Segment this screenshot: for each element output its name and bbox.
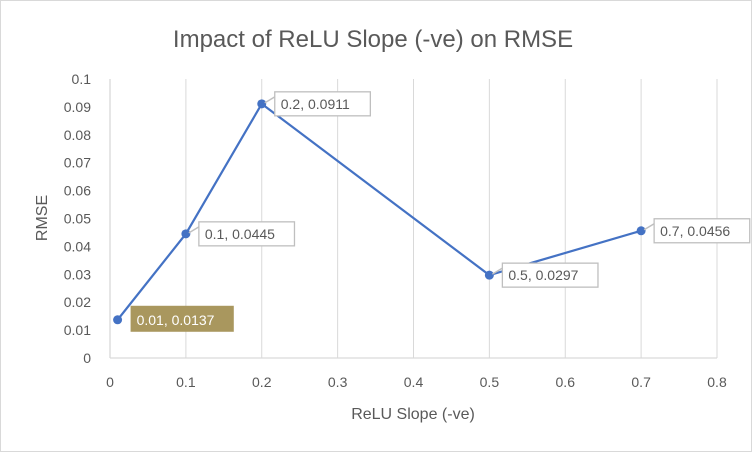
y-tick-label: 0.05 — [64, 211, 91, 227]
x-tick-label: 0.3 — [328, 374, 348, 390]
data-label: 0.2, 0.0911 — [264, 91, 371, 117]
data-point[interactable] — [636, 226, 646, 236]
y-axis-label: RMSE — [34, 195, 51, 241]
data-label-box — [130, 305, 234, 332]
x-axis-label: ReLU Slope (-ve) — [351, 406, 475, 423]
data-label-box — [653, 218, 751, 244]
y-tick-label: 0.03 — [64, 266, 91, 282]
chart-title: Impact of ReLU Slope (-ve) on RMSE — [173, 26, 573, 53]
gridlines — [185, 79, 718, 358]
data-label-leader — [643, 223, 655, 231]
x-tick-label: 0.7 — [631, 374, 651, 390]
axes — [109, 79, 717, 359]
x-tick-label: 0.6 — [556, 374, 576, 390]
data-label: 0.5, 0.0297 — [491, 262, 599, 288]
data-labels: 0.01, 0.0137 0.1, 0.0445 0.2, 0.0911 0.5, 0… — [130, 91, 751, 332]
data-point[interactable] — [181, 229, 191, 239]
y-tick-label: 0.09 — [64, 99, 91, 115]
y-tick-label: 0.07 — [64, 155, 91, 171]
y-tick-label: 0.04 — [64, 238, 91, 254]
y-tick-label: 0.02 — [64, 294, 91, 310]
data-point[interactable] — [113, 315, 123, 325]
x-tick-label: 0.8 — [707, 374, 727, 390]
x-tick-label: 0.4 — [404, 374, 424, 390]
data-label: 0.7, 0.0456 — [643, 218, 751, 244]
x-tick-label: 0.2 — [252, 374, 272, 390]
data-label-text: 0.01, 0.0137 — [137, 312, 215, 328]
data-label-box — [501, 262, 599, 288]
data-label-leader — [264, 96, 276, 104]
data-series — [113, 99, 646, 325]
data-label-text: 0.5, 0.0297 — [508, 267, 578, 283]
data-label-text: 0.7, 0.0456 — [660, 223, 730, 239]
data-label: 0.01, 0.0137 — [130, 305, 234, 332]
data-label-leader — [491, 267, 503, 275]
y-tick-label: 0.01 — [64, 322, 91, 338]
data-label-box — [274, 91, 371, 117]
data-label-box — [198, 221, 296, 247]
x-tick-label: 0.5 — [480, 374, 500, 390]
x-tick-labels: 0 0.1 0.2 0.3 0.4 0.5 0.6 0.7 0.8 — [106, 374, 727, 390]
data-label-text: 0.1, 0.0445 — [205, 226, 275, 242]
data-label-text: 0.2, 0.0911 — [281, 96, 350, 112]
y-tick-label: 0.06 — [64, 183, 91, 199]
data-label-leader — [188, 226, 200, 234]
y-tick-label: 0.1 — [72, 71, 92, 87]
y-tick-label: 0 — [83, 350, 91, 366]
y-tick-labels: 0 0.01 0.02 0.03 0.04 0.05 0.06 0.07 0.08 0.09 0.1 — [64, 71, 91, 366]
data-point[interactable] — [484, 270, 494, 280]
x-tick-label: 0.1 — [176, 374, 196, 390]
data-point[interactable] — [257, 99, 267, 109]
x-tick-label: 0 — [106, 374, 114, 390]
y-tick-label: 0.08 — [64, 127, 91, 143]
data-label: 0.1, 0.0445 — [188, 221, 296, 247]
